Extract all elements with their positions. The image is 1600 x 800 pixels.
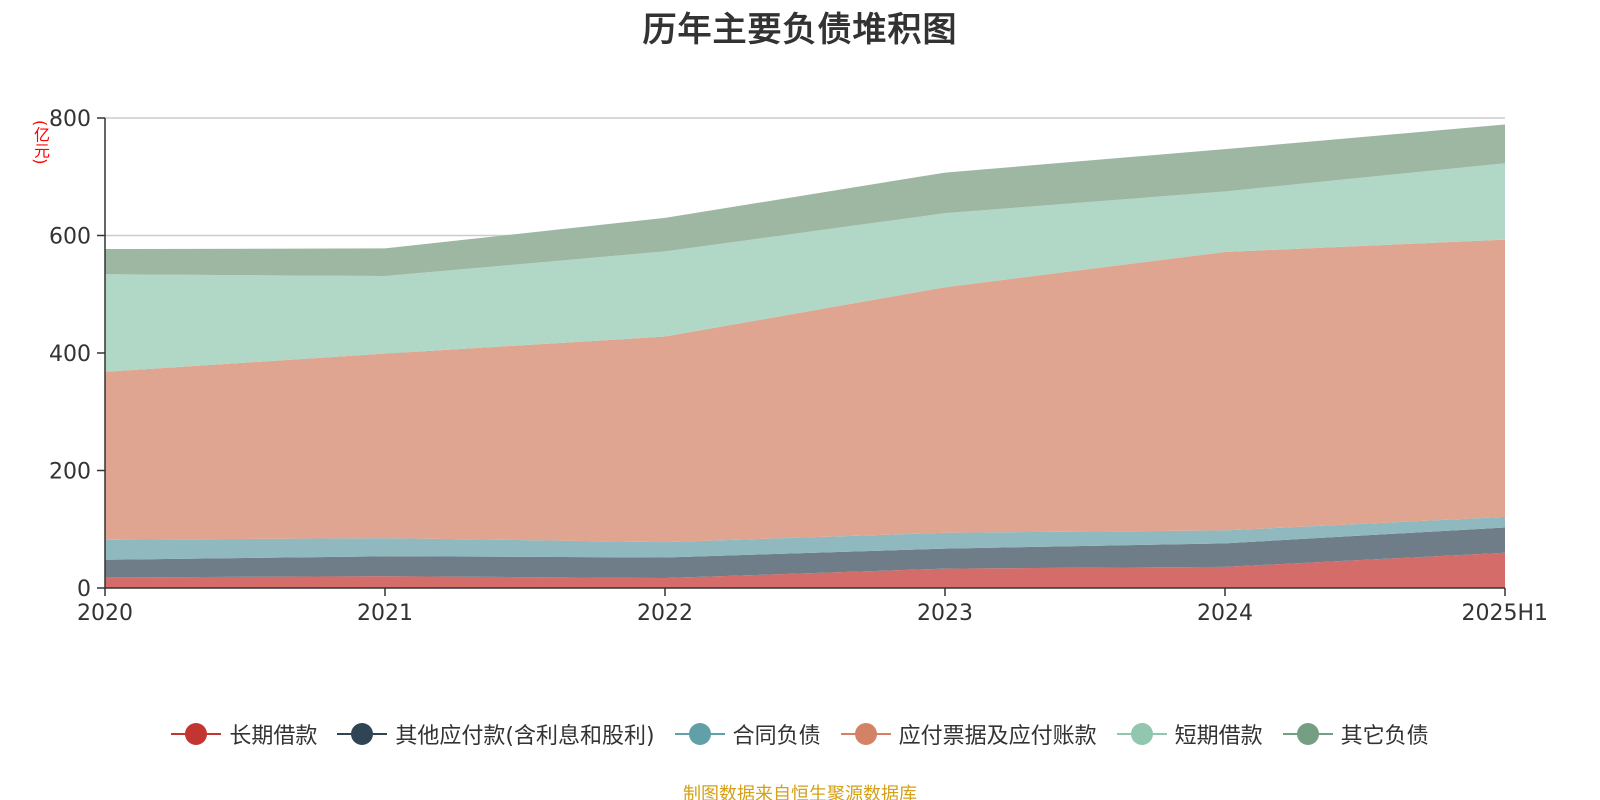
legend-label: 其他应付款(含利息和股利) xyxy=(395,724,655,749)
area-series-3 xyxy=(105,239,1505,543)
y-tick-label-400: 400 xyxy=(49,342,91,367)
legend-label: 长期借款 xyxy=(229,724,318,749)
legend: 长期借款 其他应付款(含利息和股利) 合同负债 应付票据及应付账款 短期借款 其它负债 xyxy=(0,718,1600,750)
area-series-1 xyxy=(105,527,1505,579)
legend-item-3[interactable]: 应付票据及应付账款 xyxy=(840,718,1097,750)
area-series-2 xyxy=(105,516,1505,560)
area-series-4 xyxy=(105,163,1505,372)
legend-marker-icon xyxy=(171,722,222,746)
legend-item-5[interactable]: 其它负债 xyxy=(1282,718,1429,750)
x-tick-label-2023: 2023 xyxy=(917,601,973,626)
legend-label: 其它负债 xyxy=(1340,724,1429,749)
y-tick-label-600: 600 xyxy=(49,225,91,250)
y-tick-label-0: 0 xyxy=(77,577,91,602)
legend-item-2[interactable]: 合同负债 xyxy=(674,718,821,750)
legend-marker-icon xyxy=(1116,722,1167,746)
y-axis-unit-label: (亿元) xyxy=(31,120,50,165)
y-tick-label-800: 800 xyxy=(49,107,91,132)
area-series-0 xyxy=(105,552,1505,588)
legend-item-0[interactable]: 长期借款 xyxy=(171,718,317,750)
x-tick-label-2020: 2020 xyxy=(77,601,133,626)
area-series-5 xyxy=(105,124,1505,277)
legend-marker-icon xyxy=(674,722,725,746)
data-source-note: 制图数据来自恒生聚源数据库 xyxy=(683,784,917,800)
legend-label: 应付票据及应付账款 xyxy=(898,724,1097,749)
chart-title: 历年主要负债堆积图 xyxy=(642,10,958,50)
legend-label: 合同负债 xyxy=(732,724,821,749)
legend-item-4[interactable]: 短期借款 xyxy=(1116,718,1263,750)
y-tick-label-200: 200 xyxy=(49,460,91,485)
x-tick-label-2022: 2022 xyxy=(637,601,693,626)
x-tick-label-2024: 2024 xyxy=(1197,601,1253,626)
legend-marker-icon xyxy=(1282,722,1333,746)
x-tick-label-2021: 2021 xyxy=(357,601,413,626)
legend-marker-icon xyxy=(840,722,891,746)
legend-label: 短期借款 xyxy=(1174,724,1263,749)
legend-marker-icon xyxy=(337,722,388,746)
x-tick-label-2025H1: 2025H1 xyxy=(1461,601,1548,626)
legend-item-1[interactable]: 其他应付款(含利息和股利) xyxy=(337,718,655,750)
